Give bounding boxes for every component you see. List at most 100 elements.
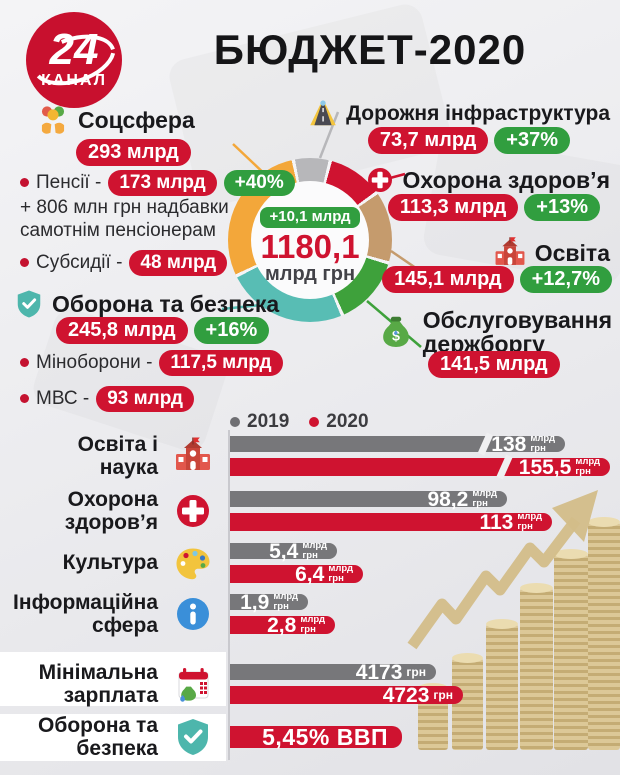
coin-stack — [520, 583, 553, 750]
callout-debt-label-line1: Обслуговування — [422, 307, 612, 333]
callout-road-label: Дорожня інфраструктура — [346, 102, 610, 125]
defense-amount-badge: 245,8 млрд — [56, 317, 188, 344]
bar-unit: млрд грн — [575, 457, 600, 477]
bar-unit-line: млрд — [328, 563, 353, 575]
bar-2020: 6,4 млрд грн — [230, 562, 363, 586]
bar-unit: млрд грн — [530, 434, 555, 454]
callout-education: Освіта — [493, 236, 610, 270]
donut-center: +10,1 млрд 1180,1 млрд грн — [251, 181, 369, 299]
mod-amount-badge: 117,5 млрд — [159, 350, 283, 376]
bar-unit-line: грн — [472, 498, 488, 509]
row-label: Оборона та безпека — [0, 714, 158, 760]
page-title: БЮДЖЕТ-2020 — [213, 26, 527, 73]
shield-icon — [173, 717, 213, 757]
pension-label: Пенсії - — [36, 171, 102, 193]
callout-socsfera-label: Соцсфера — [78, 106, 195, 133]
shield-icon — [164, 726, 222, 748]
bar-unit-line: млрд — [472, 488, 497, 500]
bar-unit: млрд грн — [472, 489, 497, 509]
callout-socsfera: Соцсфера — [36, 103, 195, 137]
bar-unit: млрд грн — [302, 541, 327, 561]
bar-value: 5,45% ВВП — [262, 723, 388, 750]
bar-value: 155,5 — [518, 455, 572, 479]
chart-axis-line — [228, 430, 230, 760]
chart-row: Оборона та безпека 5,45% ВВП — [0, 714, 620, 760]
row-label-line: Охорона — [67, 487, 158, 511]
row-label-line: Мінімальна — [38, 660, 158, 684]
row-label-line: Оборона та — [38, 713, 158, 737]
mod-bullet: Міноборони - 117,5 млрд — [20, 350, 283, 376]
callout-defense-label: Оборона та безпека — [52, 290, 280, 317]
callout-health-label: Охорона здоров’я — [402, 166, 610, 193]
budget-donut-chart: +10,1 млрд 1180,1 млрд грн — [228, 158, 392, 322]
bar-unit: грн — [433, 689, 453, 702]
bar-unit-line: млрд — [300, 614, 325, 626]
row-label-line: Освіта і — [77, 432, 158, 456]
row-label-line: Інформаційна — [13, 590, 158, 614]
bar-unit-line: грн — [273, 601, 289, 612]
subsidy-amount-badge: 48 млрд — [129, 250, 228, 276]
row-bars: 1,9 млрд грн 2,8 млрд грн — [230, 592, 335, 636]
bar-2020: 5,45% ВВП — [230, 723, 402, 750]
bullet-dot — [20, 358, 29, 368]
bullet-dot — [20, 394, 29, 404]
row-label-line: здоров’я — [64, 511, 158, 534]
chart-row: Культура 5,4 млрд грн 6,4 млрд грн — [0, 539, 620, 586]
row-bars: 98,2 млрд грн 113 млрд грн — [230, 487, 552, 533]
bar-2019: 1,9 млрд грн — [230, 592, 308, 613]
bar-2019: 138 млрд грн — [230, 432, 565, 456]
chart-row: Освіта і наука 138 млрд грн 155,5 млрд грн — [0, 432, 620, 480]
health-growth-badge: +13% — [524, 194, 600, 221]
bar-value: 4173 — [355, 660, 403, 684]
row-bars: 5,4 млрд грн 6,4 млрд грн — [230, 539, 363, 586]
bullet-dot — [20, 258, 29, 268]
row-bars: 138 млрд грн 155,5 млрд грн — [230, 432, 610, 480]
road-growth-badge: +37% — [494, 127, 570, 154]
axis-break-slash — [496, 454, 513, 480]
growth-arrow — [407, 490, 598, 650]
bar-2020: 113 млрд грн — [230, 512, 552, 533]
callout-education-label: Освіта — [534, 239, 610, 266]
mvs-bullet: МВС - 93 млрд — [20, 386, 194, 412]
bar-unit: млрд грн — [517, 512, 542, 532]
row-label-line: сфера — [92, 614, 158, 637]
palette-icon — [173, 543, 213, 583]
pension-note-line2: самотнім пенсіонерам — [20, 220, 216, 241]
row-label: Охорона здоров’я — [0, 487, 158, 534]
row-label: Мінімальна зарплата — [0, 660, 158, 707]
bar-value: 5,4 — [269, 539, 299, 563]
legend-dot-2019 — [230, 417, 240, 427]
debt-amount-badge: 141,5 млрд — [428, 351, 560, 378]
defense-growth-badge: +16% — [193, 317, 270, 344]
bar-unit-line: млрд — [517, 511, 542, 523]
bar-value: 98,2 — [427, 487, 469, 511]
bar-unit: грн — [406, 666, 426, 679]
bar-unit-line: грн — [300, 624, 316, 635]
legend-label-2020: 2020 — [326, 411, 369, 432]
coins-illustration — [400, 478, 620, 760]
road-icon — [308, 99, 338, 129]
moneybag-icon — [377, 313, 415, 351]
bar-value: 4723 — [382, 683, 430, 707]
bar-2020: 2,8 млрд грн — [230, 614, 335, 636]
mvs-label: МВС - — [36, 387, 90, 409]
mvs-amount-badge: 93 млрд — [96, 386, 194, 412]
coin-stack — [486, 619, 518, 750]
subsidy-bullet: Субсидії - 48 млрд — [20, 250, 228, 276]
bar-value: 138 — [491, 432, 527, 456]
school-icon — [173, 436, 213, 476]
mod-label: Міноборони - — [36, 351, 153, 373]
legend-item-2019: 2019 — [230, 411, 289, 433]
bar-unit-line: грн — [406, 664, 426, 679]
row-label: Освіта і наука — [0, 432, 158, 479]
bar-2020: 4723 грн — [230, 683, 463, 707]
bar-value: 6,4 — [295, 562, 325, 586]
school-icon — [493, 236, 527, 270]
logo-swoosh — [32, 30, 116, 90]
salary-icon — [164, 664, 222, 704]
social-sphere-icon — [41, 106, 65, 134]
bar-2019: 98,2 млрд грн — [230, 487, 507, 511]
callout-road: Дорожня інфраструктура — [308, 99, 610, 129]
coin-stack — [588, 517, 620, 750]
